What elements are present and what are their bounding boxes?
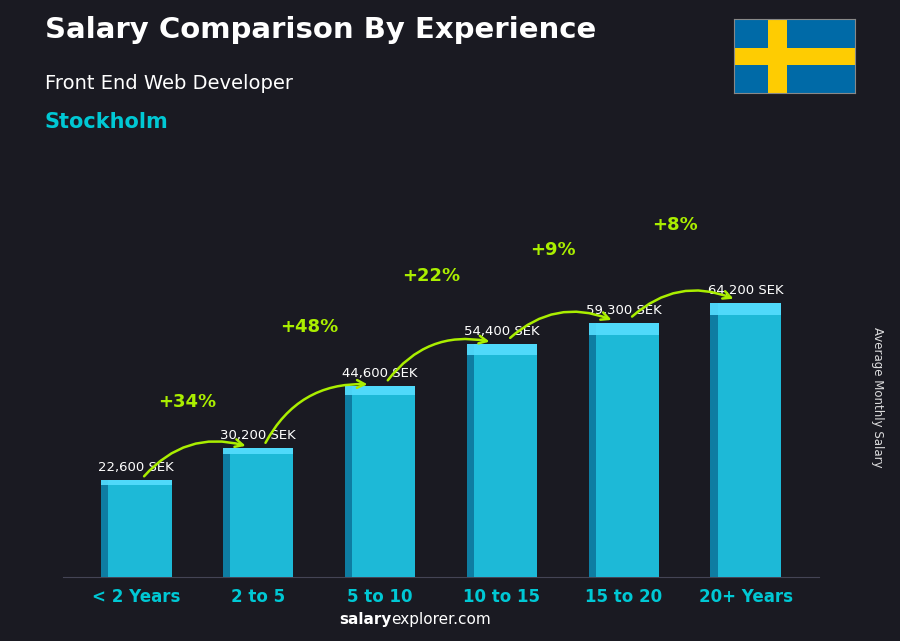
Text: +9%: +9% — [530, 242, 576, 260]
Bar — [589, 324, 660, 335]
Bar — [768, 19, 787, 93]
Text: 22,600 SEK: 22,600 SEK — [98, 462, 174, 474]
Bar — [101, 480, 172, 485]
Bar — [710, 303, 717, 577]
Bar — [710, 303, 781, 315]
Bar — [589, 324, 596, 577]
Bar — [589, 324, 660, 577]
Text: Average Monthly Salary: Average Monthly Salary — [871, 327, 884, 468]
Text: 30,200 SEK: 30,200 SEK — [220, 429, 296, 442]
Text: explorer.com: explorer.com — [392, 612, 491, 627]
Text: 54,400 SEK: 54,400 SEK — [464, 326, 540, 338]
Bar — [222, 448, 293, 454]
Text: Front End Web Developer: Front End Web Developer — [45, 74, 293, 93]
Bar — [222, 448, 293, 577]
Text: 64,200 SEK: 64,200 SEK — [708, 283, 784, 297]
Text: +34%: +34% — [158, 393, 216, 411]
Bar — [466, 344, 537, 577]
Bar — [710, 303, 781, 577]
Bar — [345, 387, 352, 577]
Bar — [101, 480, 108, 577]
Text: 44,600 SEK: 44,600 SEK — [342, 367, 418, 380]
Text: Salary Comparison By Experience: Salary Comparison By Experience — [45, 16, 596, 44]
Bar — [101, 480, 172, 577]
Text: salary: salary — [339, 612, 392, 627]
Bar — [345, 387, 416, 577]
Bar — [466, 344, 473, 577]
Text: Stockholm: Stockholm — [45, 112, 169, 132]
Bar — [222, 448, 230, 577]
Bar — [466, 344, 537, 355]
Bar — [345, 387, 416, 395]
Text: 59,300 SEK: 59,300 SEK — [586, 304, 662, 317]
Text: +8%: +8% — [652, 216, 698, 234]
Text: +48%: +48% — [280, 318, 338, 336]
Bar — [734, 47, 855, 65]
Text: +22%: +22% — [402, 267, 460, 285]
